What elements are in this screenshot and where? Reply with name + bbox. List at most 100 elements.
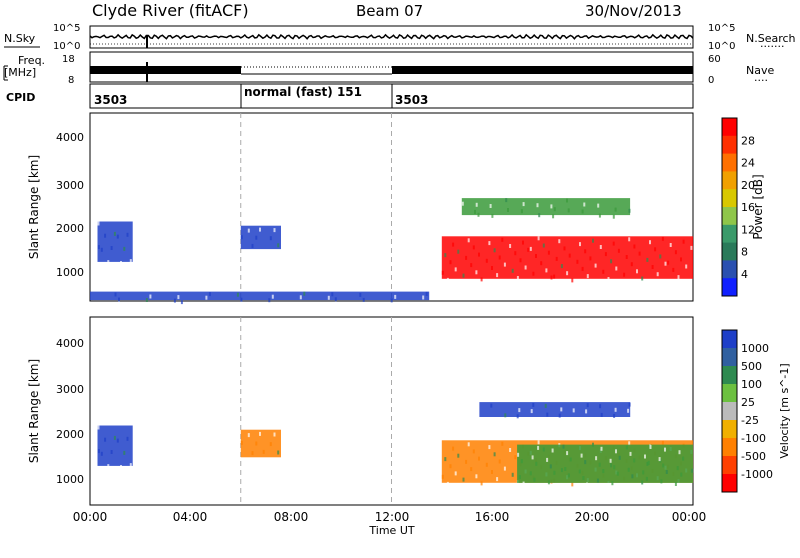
power-echo-speckle bbox=[509, 244, 512, 248]
noise-left-tick-top: 10^5 bbox=[53, 23, 80, 34]
power-echo-speckle bbox=[522, 240, 524, 245]
velocity-echo-speckle bbox=[627, 408, 630, 413]
power-echo-speckle bbox=[581, 266, 584, 271]
power-echo-speckle bbox=[104, 233, 107, 238]
power-echo-speckle bbox=[116, 234, 119, 239]
velocity-echo-speckle bbox=[564, 467, 567, 471]
power-colorbar-swatch bbox=[722, 224, 737, 244]
velocity-echo-speckle bbox=[569, 457, 572, 462]
power-colorbar-tick: 28 bbox=[741, 134, 755, 147]
velocity-echo-speckle bbox=[490, 403, 493, 408]
velocity-echo-speckle bbox=[609, 458, 612, 463]
velocity-echo-speckle bbox=[598, 462, 601, 467]
velocity-echo-speckle bbox=[532, 402, 535, 407]
power-echo-speckle bbox=[271, 294, 274, 299]
velocity-echo-speckle bbox=[585, 409, 588, 414]
power-echo-speckle bbox=[656, 272, 659, 277]
power-echo-speckle bbox=[100, 247, 103, 252]
power-echo-speckle bbox=[628, 237, 631, 242]
power-echo-speckle bbox=[586, 274, 589, 279]
power-colorbar-swatch bbox=[722, 171, 737, 190]
power-echo-speckle bbox=[97, 245, 100, 250]
power-echo-speckle bbox=[567, 208, 570, 213]
power-echo-speckle bbox=[641, 276, 644, 281]
velocity-echo-speckle bbox=[514, 455, 517, 460]
power-echo-speckle bbox=[535, 254, 537, 258]
velocity-echo-speckle bbox=[113, 435, 116, 440]
power-echo-speckle bbox=[107, 260, 110, 265]
power-colorbar-tick: 20 bbox=[741, 179, 755, 192]
power-echo-speckle bbox=[120, 261, 122, 265]
power-echo-speckle bbox=[299, 295, 302, 300]
velocity-echo-speckle bbox=[97, 449, 100, 454]
velocity-echo-speckle bbox=[517, 452, 520, 457]
cpid-segment-3: 3503 bbox=[395, 93, 428, 107]
velocity-echo-speckle bbox=[665, 470, 668, 474]
power-echo-speckle bbox=[501, 237, 504, 242]
power-echo-region bbox=[240, 225, 281, 250]
freq-left-tick-top: 18 bbox=[62, 54, 75, 65]
power-echo-speckle bbox=[614, 207, 617, 212]
velocity-echo-speckle bbox=[566, 451, 569, 456]
power-echo-speckle bbox=[638, 251, 641, 256]
power-echo-speckle bbox=[649, 240, 651, 245]
velocity-echo-speckle bbox=[680, 472, 683, 477]
power-echo-speckle bbox=[514, 251, 517, 256]
velocity-echo-speckle bbox=[571, 482, 574, 487]
power-echo-speckle bbox=[651, 265, 654, 269]
power-echo-speckle bbox=[532, 271, 535, 276]
power-ytick-4000: 4000 bbox=[56, 131, 84, 144]
velocity-echo-speckle bbox=[596, 478, 599, 483]
velocity-ytick-1000: 1000 bbox=[56, 473, 84, 486]
power-echo-speckle bbox=[97, 221, 100, 226]
power-echo-speckle bbox=[457, 249, 460, 254]
power-colorbar-tick: 12 bbox=[741, 223, 755, 236]
power-echo-speckle bbox=[537, 236, 540, 241]
power-echo-speckle bbox=[488, 241, 491, 246]
power-echo-speckle bbox=[566, 271, 569, 276]
power-echo-speckle bbox=[259, 227, 261, 232]
power-echo-speckle bbox=[480, 277, 483, 282]
velocity-echo-speckle bbox=[628, 441, 631, 446]
velocity-echo-region bbox=[97, 425, 133, 466]
velocity-echo-speckle bbox=[498, 459, 501, 464]
velocity-echo-speckle bbox=[586, 403, 589, 408]
power-echo-speckle bbox=[680, 257, 682, 262]
velocity-echo-speckle bbox=[629, 451, 632, 456]
power-echo-speckle bbox=[674, 250, 677, 255]
x-tick-1600: 16:00 bbox=[475, 510, 510, 524]
power-echo-speckle bbox=[685, 264, 688, 269]
power-echo-speckle bbox=[524, 265, 527, 270]
velocity-colorbar: Velocity [m s^-1] 1000 500 100 25 -25 -100 -50… bbox=[721, 329, 791, 493]
velocity-echo-region bbox=[517, 444, 693, 483]
power-echo-speckle bbox=[268, 298, 271, 303]
power-echo-speckle bbox=[485, 258, 488, 263]
n-search-label: N.Search bbox=[746, 32, 796, 45]
power-echo-speckle bbox=[425, 291, 428, 296]
velocity-echo-speckle bbox=[491, 470, 493, 474]
power-echo-speckle bbox=[542, 243, 545, 248]
power-echo-speckle bbox=[545, 268, 548, 273]
power-colorbar-label: Power [dB] bbox=[751, 174, 765, 239]
power-echo-speckle bbox=[390, 298, 393, 303]
velocity-echo-speckle bbox=[475, 474, 478, 479]
velocity-echo-speckle bbox=[611, 481, 614, 486]
power-echo-speckle bbox=[625, 255, 628, 259]
power-echo-speckle bbox=[475, 270, 478, 275]
power-echo-speckle bbox=[555, 256, 558, 261]
power-echo-speckle bbox=[516, 276, 519, 280]
power-echo-speckle bbox=[667, 260, 670, 265]
velocity-echo-speckle bbox=[558, 413, 561, 418]
power-echo-speckle bbox=[126, 232, 129, 237]
power-echo-speckle bbox=[672, 267, 675, 272]
velocity-colorbar-swatch bbox=[722, 384, 737, 403]
velocity-colorbar-tick: -500 bbox=[741, 450, 766, 463]
power-echo-speckle bbox=[630, 262, 633, 267]
x-tick-0400: 04:00 bbox=[173, 510, 208, 524]
power-echo-speckle bbox=[612, 241, 615, 246]
velocity-echo-speckle bbox=[116, 438, 119, 443]
power-colorbar-swatch bbox=[722, 189, 737, 208]
power-colorbar-swatch bbox=[722, 135, 737, 155]
power-echo-speckle bbox=[594, 263, 597, 268]
velocity-echo-speckle bbox=[488, 445, 491, 450]
